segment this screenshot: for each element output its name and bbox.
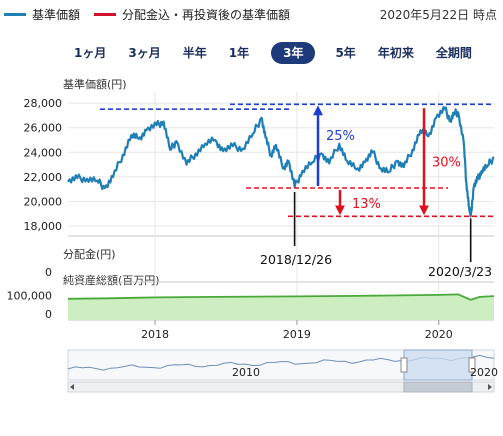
tab-2[interactable]: 半年 — [182, 46, 207, 60]
nav-y-tick-label: 20,000 — [24, 196, 63, 209]
nav-y-tick-label: 24,000 — [24, 146, 63, 159]
navigator-handle-right — [468, 357, 476, 373]
nav-panel-title: 基準価額(円) — [63, 78, 127, 91]
net-assets-panel-title: 純資産総額(百万円) — [63, 274, 160, 287]
legend-item-nav-dist[interactable]: 分配金込・再投資後の基準価額 — [94, 6, 290, 23]
navigator-scrollbar-thumb — [403, 381, 473, 393]
navigator-handle-left — [400, 357, 408, 373]
legend-swatch-nav-dist — [94, 13, 117, 16]
annotation-rise-label: 25% — [326, 129, 355, 144]
legend-label-nav: 基準価額 — [32, 8, 81, 22]
net-assets-line — [67, 293, 495, 301]
net-assets-area — [68, 294, 494, 320]
navigator-scrollbar-track — [67, 381, 495, 393]
nav-y-tick-label: 18,000 — [24, 220, 63, 233]
legend-item-nav[interactable]: 基準価額 — [4, 6, 80, 23]
x-tick-label: 2019 — [283, 328, 311, 341]
annotation-drop-2020-label: 30% — [432, 155, 461, 170]
x-tick-label: 2020 — [425, 328, 453, 341]
nav-y-tick-label: 26,000 — [24, 122, 63, 135]
annotation-date-2020: 2020/3/23 — [428, 264, 493, 279]
tab-3[interactable]: 1年 — [228, 46, 250, 60]
nav-y-tick-label: 28,000 — [24, 97, 63, 110]
assets-y-tick-label: 0 — [45, 308, 52, 321]
navigator-tick-label: 2020 — [470, 366, 498, 379]
scroll-left-icon — [70, 384, 74, 390]
navigator-tick-label: 2010 — [232, 366, 260, 379]
x-tick-label: 2018 — [141, 328, 169, 341]
as-of-date: 2020年5月22日 時点 — [379, 8, 497, 22]
nav-y-tick-label: 22,000 — [24, 171, 63, 184]
tab-0[interactable]: 1ヶ月 — [74, 46, 107, 60]
tab-6[interactable]: 年初来 — [377, 46, 414, 60]
assets-y-tick-label: 100,000 — [7, 289, 53, 302]
annotation-drop-2018-label: 13% — [352, 197, 381, 212]
tab-5[interactable]: 5年 — [335, 46, 356, 60]
tab-1[interactable]: 3ヶ月 — [128, 46, 161, 60]
dist-y-tick-label: 0 — [45, 266, 52, 279]
distribution-panel-title: 分配金(円) — [63, 248, 116, 261]
scroll-right-icon — [488, 384, 492, 390]
navigator-selection — [403, 349, 473, 381]
nav-series-line — [67, 106, 495, 218]
legend: 基準価額 分配金込・再投資後の基準価額 — [4, 6, 304, 23]
legend-label-nav-dist: 分配金込・再投資後の基準価額 — [122, 8, 291, 22]
annotation-date-2018: 2018/12/26 — [260, 252, 333, 267]
tab-7[interactable]: 全期間 — [435, 46, 472, 60]
period-tabs: 1ヶ月 3ヶ月 半年 1年 3年 5年 年初来 全期間 — [74, 42, 494, 64]
tab-4[interactable]: 3年 — [271, 42, 316, 64]
legend-swatch-nav — [4, 13, 26, 16]
